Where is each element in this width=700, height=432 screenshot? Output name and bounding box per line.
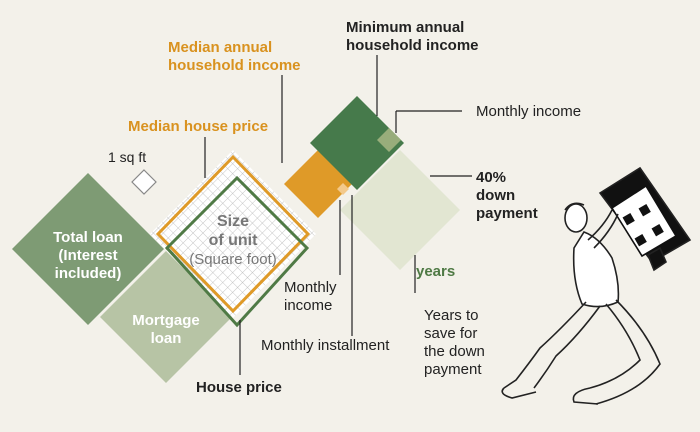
median-price-label: Median house price [128,118,268,135]
monthly-installment-square [337,183,349,195]
house-price-label: House price [196,379,282,396]
years-to-save-label-4: payment [424,361,482,378]
sq-ft-diamond [131,169,157,195]
monthly-installment-label: Monthly installment [261,337,390,354]
median-house-price-outline [155,154,311,314]
down-payment-label-3: payment [476,205,538,222]
leader-lines [204,55,472,375]
square-foot-label: (Square foot) [189,251,277,268]
house-price-outline-diamond [164,175,310,328]
minimum-income-diamond [310,96,404,190]
median-income-label-1: Median annual [168,39,272,56]
monthly-income-bottom-label-2: income [284,297,332,314]
minimum-income-label-1: Minimum annual [346,19,464,36]
total-loan-label-2: (Interest [58,247,117,264]
down-payment-label-2: down [476,187,515,204]
years-to-save-label-2: save for [424,325,477,342]
monthly-income-top-label: Monthly income [476,103,581,120]
sq-ft-label: 1 sq ft [108,149,146,165]
median-income-label-2: household income [168,57,301,74]
mortgage-loan-label-2: loan [151,330,182,347]
mortgage-loan-label-1: Mortgage [132,312,200,329]
size-of-unit-label-2: of unit [209,232,259,249]
total-loan-diamond [12,173,164,325]
years-to-save-label-3: the down [424,343,485,360]
down-payment-diamond [340,150,460,270]
minimum-income-label-2: household income [346,37,479,54]
total-loan-label-1: Total loan [53,229,123,246]
man-carrying-house-illustration [501,166,692,405]
down-payment-label-1: 40% [476,169,506,186]
years-label: years [416,263,455,280]
monthly-income-square [377,128,401,152]
size-of-unit-label-1: Size [217,213,249,230]
years-to-save-label-1: Years to [424,307,479,324]
monthly-income-bottom-label-1: Monthly [284,279,337,296]
total-loan-label-3: included) [55,265,122,282]
